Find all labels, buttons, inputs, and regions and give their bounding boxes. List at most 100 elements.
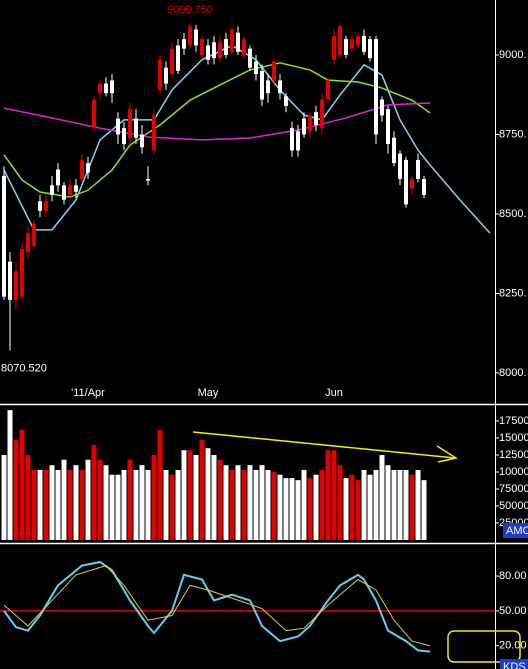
candle-body xyxy=(98,83,102,94)
candle-body xyxy=(92,99,96,129)
candle-body xyxy=(218,42,222,59)
candle-body xyxy=(110,80,114,94)
candle-body xyxy=(128,109,132,138)
candle-body xyxy=(320,99,324,129)
y-tick-label: 20.00 xyxy=(499,640,527,652)
candle-body xyxy=(50,185,54,195)
volume-bar xyxy=(379,455,385,540)
panel-label-box xyxy=(500,659,528,669)
candle-body xyxy=(248,48,252,68)
candle-body xyxy=(170,48,174,75)
y-tick-label: 8500. xyxy=(499,208,527,220)
candle-body xyxy=(284,96,288,106)
volume-bar xyxy=(79,469,85,540)
volume-bar xyxy=(313,474,319,540)
candle-body xyxy=(368,39,372,59)
volume-bar xyxy=(337,465,343,540)
candle-body xyxy=(386,109,390,145)
volume-bar xyxy=(235,465,241,540)
moving-average-line xyxy=(3,102,431,141)
volume-bar xyxy=(49,465,55,540)
volume-bar xyxy=(397,469,403,540)
volume-bar xyxy=(145,469,151,540)
candle-body xyxy=(416,159,420,180)
candle-body xyxy=(224,39,228,56)
y-tick-label: 175000 xyxy=(499,415,528,427)
volume-bar xyxy=(19,429,25,540)
volume-bar xyxy=(325,450,331,540)
candle-body xyxy=(422,179,426,195)
volume-bar xyxy=(31,469,37,540)
candle-body xyxy=(134,118,138,138)
candle-body xyxy=(2,175,6,297)
candle-body xyxy=(8,261,12,300)
candle-body xyxy=(332,35,336,60)
candle-body xyxy=(362,35,366,52)
volume-bar xyxy=(229,469,235,540)
plot-area: 9000. 8750. 8500. 8250. 8000. '11/Apr May Jun 90… xyxy=(0,4,528,653)
volume-bar xyxy=(367,474,373,540)
candle-body xyxy=(80,159,84,180)
y-tick-label: 100000 xyxy=(499,466,528,478)
candle-body xyxy=(86,163,90,173)
candle-body xyxy=(182,39,186,49)
volume-bar xyxy=(91,444,97,540)
volume-bar xyxy=(403,469,409,540)
candle-body xyxy=(350,39,354,49)
candle-body xyxy=(104,83,108,94)
candle-body xyxy=(206,45,210,60)
volume-bar xyxy=(85,459,91,540)
candle-body xyxy=(20,248,24,297)
candle-body xyxy=(314,112,318,125)
volume-bar xyxy=(217,459,223,540)
candle-body xyxy=(356,35,360,46)
volume-bar xyxy=(301,469,307,540)
candle-body xyxy=(122,128,126,145)
volume-bar xyxy=(127,459,133,540)
volume-bar xyxy=(103,465,109,540)
candle-body xyxy=(32,223,36,246)
candle-body xyxy=(74,185,78,192)
candle-body xyxy=(308,115,312,132)
trend-arrow xyxy=(192,431,458,463)
volume-bar xyxy=(391,469,397,540)
y-tick-label: 8000. xyxy=(499,367,527,379)
volume-bar xyxy=(43,469,49,540)
candle-body xyxy=(278,80,282,94)
y-tick-label: 50.00 xyxy=(499,605,527,617)
candle-body xyxy=(26,233,30,253)
volume-bar xyxy=(241,469,247,540)
volume-bar xyxy=(331,450,337,540)
volume-bar xyxy=(121,469,127,540)
y-tick-label: 80.00 xyxy=(499,570,527,582)
volume-bar xyxy=(283,478,289,540)
candle-body xyxy=(338,26,342,56)
volume-bar xyxy=(343,478,349,540)
volume-bar xyxy=(187,450,193,540)
candle-body xyxy=(260,70,264,100)
volume-bar xyxy=(151,455,157,540)
volume-bar xyxy=(265,469,271,540)
oscillator-panel-label: KDS xyxy=(503,661,526,669)
volume-bar xyxy=(253,469,259,540)
volume-bar xyxy=(349,474,355,540)
oscillator-line xyxy=(3,561,431,653)
volume-bar xyxy=(115,474,121,540)
volume-bar xyxy=(409,474,415,540)
candle-body xyxy=(152,115,156,151)
y-tick-label: 125000 xyxy=(499,449,528,461)
y-tick-label: 50000 xyxy=(499,500,528,512)
candle-body xyxy=(176,45,180,71)
candle-body xyxy=(290,128,294,151)
candle-body xyxy=(326,80,330,100)
y-tick-label: 9000. xyxy=(499,49,527,61)
volume-bar xyxy=(157,429,163,540)
candle-body xyxy=(374,39,378,135)
volume-bar xyxy=(37,469,43,540)
volume-bar xyxy=(25,455,31,540)
volume-bar xyxy=(1,455,7,540)
volume-bar xyxy=(415,469,421,540)
volume-bar xyxy=(139,465,145,540)
candle-body xyxy=(242,39,246,56)
y-tick-label: 8750. xyxy=(499,128,527,140)
